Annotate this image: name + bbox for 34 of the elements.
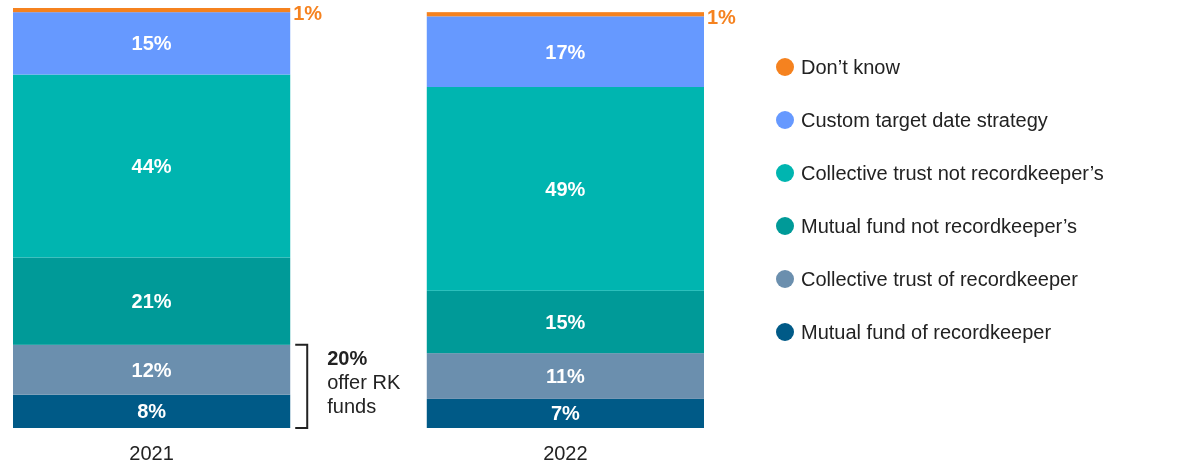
data-label: 44% bbox=[131, 155, 172, 178]
bar bbox=[13, 8, 291, 13]
legend-label: Custom target date strategy bbox=[801, 109, 1048, 131]
data-label: 11% bbox=[545, 365, 586, 388]
data-label: 49% bbox=[545, 177, 586, 200]
bar bbox=[426, 12, 704, 17]
bar bbox=[13, 344, 291, 395]
legend-label: Mutual fund not recordkeeper’s bbox=[801, 215, 1078, 237]
bar bbox=[13, 394, 291, 428]
bar bbox=[426, 398, 704, 428]
bar bbox=[426, 353, 704, 399]
data-label: 7% bbox=[550, 402, 581, 425]
data-label: 15% bbox=[131, 32, 172, 55]
bar bbox=[13, 257, 291, 345]
data-label: 8% bbox=[137, 400, 167, 423]
data-label: 12% bbox=[131, 358, 172, 381]
bar bbox=[13, 74, 291, 258]
x-tick-label: 2022 bbox=[543, 442, 588, 464]
data-label: 21% bbox=[131, 290, 172, 313]
legend-label: Mutual fund of recordkeeper bbox=[801, 321, 1052, 343]
bar bbox=[426, 87, 704, 291]
bar bbox=[426, 16, 704, 88]
legend-label: Collective trust not recordkeeper’s bbox=[801, 162, 1104, 184]
legend-label: Don’t know bbox=[801, 56, 901, 78]
bar bbox=[426, 290, 704, 354]
annotation: 20% bbox=[327, 346, 368, 369]
data-label: 15% bbox=[545, 310, 586, 333]
data-label: 1% bbox=[707, 6, 737, 29]
x-tick-label: 2021 bbox=[129, 442, 174, 464]
data-label: 17% bbox=[545, 40, 586, 63]
data-label: 1% bbox=[293, 2, 323, 25]
annotation: offer RK funds bbox=[327, 370, 401, 417]
legend-label: Collective trust of recordkeeper bbox=[801, 268, 1079, 290]
bar bbox=[13, 12, 291, 75]
